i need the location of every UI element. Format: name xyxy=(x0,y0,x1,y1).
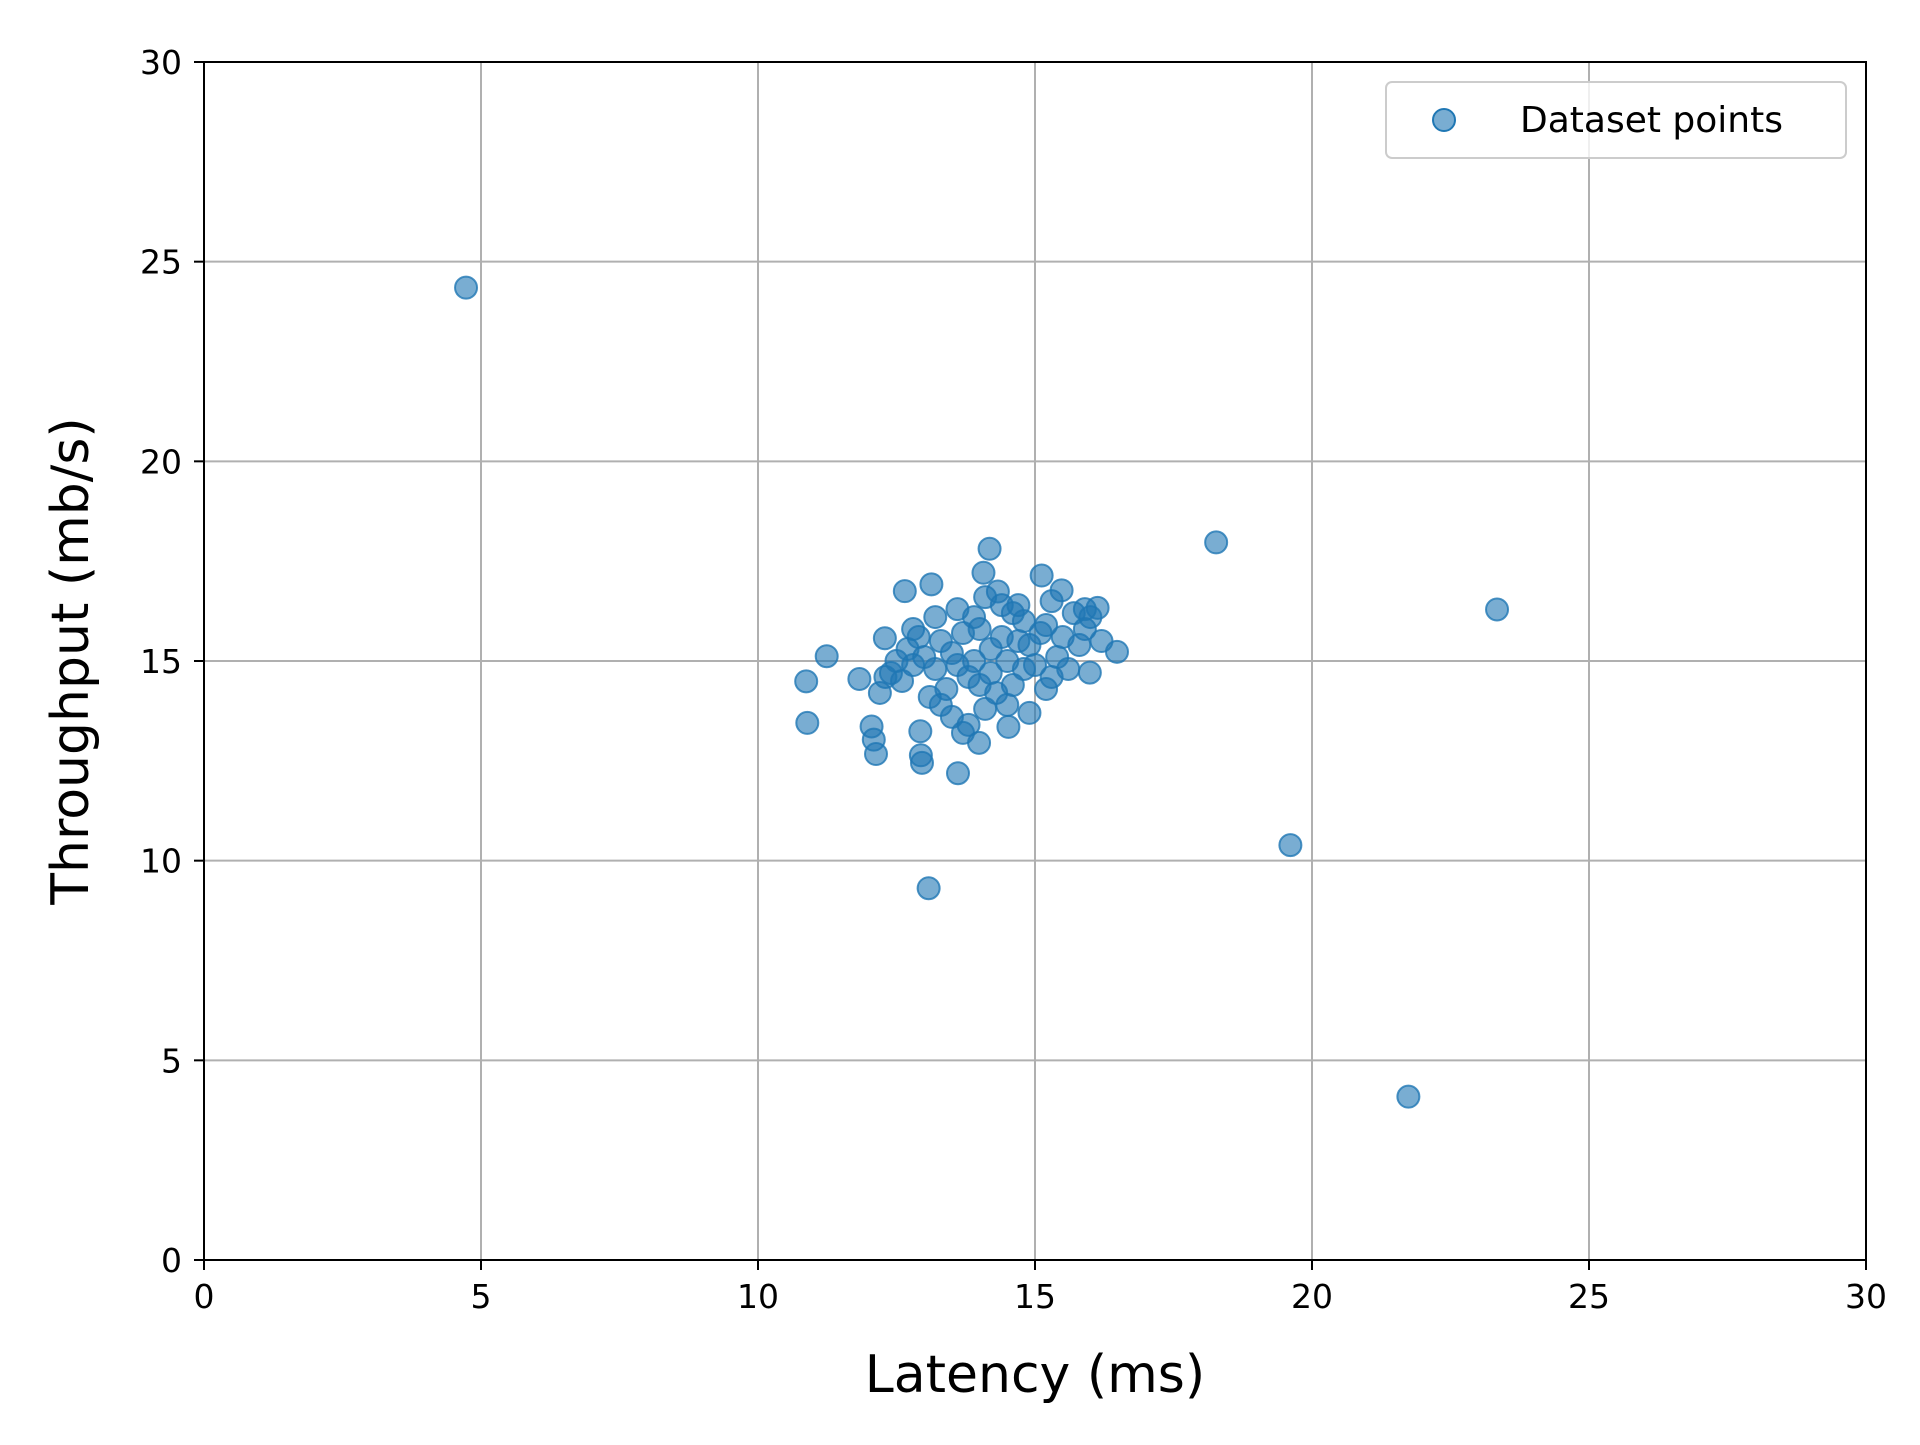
data-point xyxy=(1029,563,1054,588)
data-point xyxy=(945,652,970,677)
data-point xyxy=(1077,660,1102,685)
x-axis-label: Latency (ms) xyxy=(865,1345,1205,1405)
data-point xyxy=(1028,621,1053,646)
data-point xyxy=(945,761,970,786)
data-point xyxy=(873,664,898,689)
data-point xyxy=(967,672,992,697)
y-tick-label: 15 xyxy=(140,642,182,681)
y-tick-label: 0 xyxy=(161,1241,182,1280)
data-point xyxy=(908,719,933,744)
data-point xyxy=(1034,676,1059,701)
y-axis-ticks: 0 5 10 15 20 25 30 xyxy=(140,43,204,1280)
data-point xyxy=(1204,530,1229,555)
data-point xyxy=(795,710,820,735)
data-point xyxy=(945,597,970,622)
data-point xyxy=(919,572,944,597)
data-point xyxy=(1067,633,1092,658)
legend-box xyxy=(1385,81,1847,159)
data-point xyxy=(454,275,479,300)
x-tick-label: 0 xyxy=(194,1277,215,1316)
data-point xyxy=(1396,1084,1421,1109)
y-axis-label: Throughput (mb/s) xyxy=(41,417,101,905)
data-point xyxy=(950,720,975,745)
data-point xyxy=(916,876,941,901)
data-point xyxy=(794,669,819,694)
data-point xyxy=(901,617,926,642)
data-point xyxy=(973,696,998,721)
data-point xyxy=(909,750,934,775)
x-tick-label: 25 xyxy=(1568,1277,1610,1316)
data-point xyxy=(1039,589,1064,614)
legend-marker xyxy=(1432,108,1456,132)
y-tick-label: 5 xyxy=(161,1041,182,1080)
data-point xyxy=(1056,656,1081,681)
y-tick-label: 20 xyxy=(140,442,182,481)
data-point xyxy=(917,684,942,709)
data-point xyxy=(923,605,948,630)
y-tick-label: 25 xyxy=(140,243,182,282)
data-point xyxy=(950,621,975,646)
data-point xyxy=(995,692,1020,717)
x-axis-ticks: 0 5 10 15 20 25 30 xyxy=(194,1260,1887,1316)
y-tick-label: 10 xyxy=(140,842,182,881)
legend: Dataset points xyxy=(1385,81,1847,159)
data-point xyxy=(1011,656,1036,681)
data-point xyxy=(892,579,917,604)
data-point xyxy=(872,626,897,651)
data-point xyxy=(864,742,889,767)
data-point xyxy=(977,536,1002,561)
data-point xyxy=(989,625,1014,650)
data-point xyxy=(1089,629,1114,654)
x-tick-label: 20 xyxy=(1291,1277,1333,1316)
data-point xyxy=(1017,700,1042,725)
x-tick-label: 15 xyxy=(1014,1277,1056,1316)
data-point xyxy=(971,560,996,585)
data-point xyxy=(1072,597,1097,622)
x-tick-label: 30 xyxy=(1845,1277,1887,1316)
x-tick-label: 10 xyxy=(737,1277,779,1316)
data-point xyxy=(1006,593,1031,618)
data-points xyxy=(454,275,1510,1109)
x-tick-label: 5 xyxy=(471,1277,492,1316)
data-point xyxy=(847,666,872,691)
y-tick-label: 30 xyxy=(140,43,182,82)
data-point xyxy=(1485,597,1510,622)
data-point xyxy=(814,644,839,669)
data-point xyxy=(928,629,953,654)
data-point xyxy=(996,714,1021,739)
data-point xyxy=(1278,833,1303,858)
data-point xyxy=(973,585,998,610)
legend-label: Dataset points xyxy=(1520,100,1783,141)
